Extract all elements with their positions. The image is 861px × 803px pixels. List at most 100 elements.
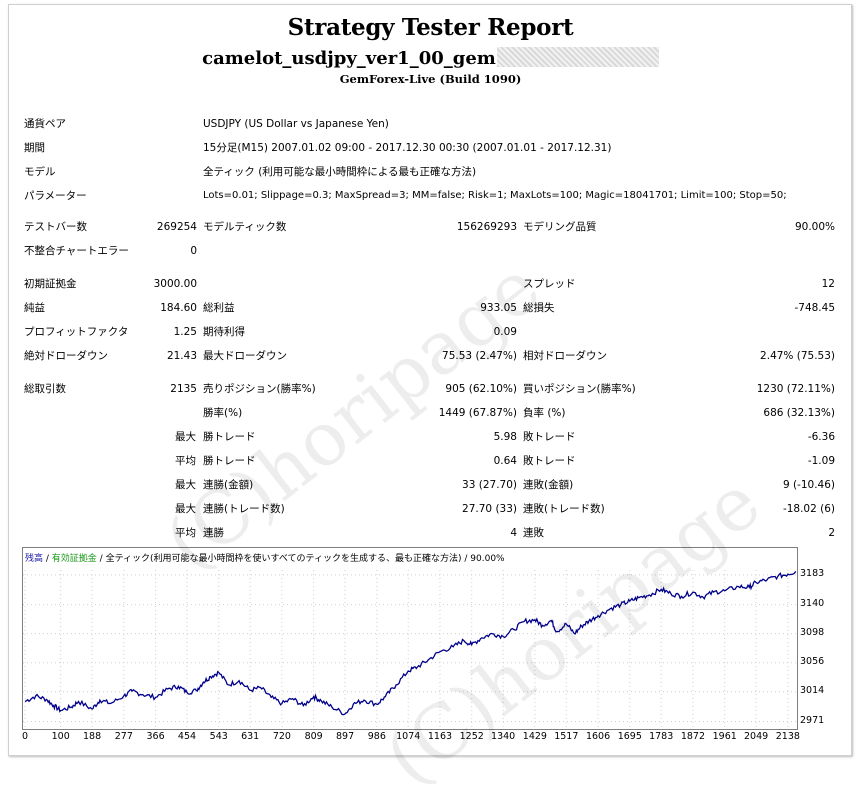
legend-separator: /	[43, 554, 52, 564]
stat-value: 1.25	[173, 326, 197, 338]
x-tick-label: 1340	[491, 731, 516, 742]
info-label: モデル	[24, 166, 56, 178]
stat-prefix: 最大	[175, 431, 196, 443]
stat-value: 0.09	[493, 326, 517, 338]
stat-value: -18.02 (6)	[782, 503, 835, 515]
chart-legend: 残高 / 有効証拠金 / 全ティック(利用可能な最小時間枠を使いすべてのティック…	[25, 551, 505, 564]
x-tick-label: 1961	[712, 731, 737, 742]
stat-label: 連勝(金額)	[203, 479, 254, 491]
stat-value: 5.98	[493, 431, 517, 443]
server-build: GemForex-Live (Build 1090)	[339, 72, 522, 86]
x-tick-label: 0	[21, 731, 29, 742]
stat-value: 905 (62.10%)	[445, 383, 517, 395]
stat-label: 負率 (%)	[523, 407, 566, 419]
stat-value: 2.47% (75.53)	[760, 350, 835, 362]
stat-label: テストバー数	[24, 221, 87, 233]
stat-value: 4	[510, 527, 517, 539]
stat-label: 連敗(トレード数)	[523, 503, 605, 515]
stat-label: 敗トレード	[523, 431, 576, 443]
x-tick-label: 986	[367, 731, 386, 742]
x-tick-label: 1872	[680, 731, 706, 742]
x-tick-label: 1074	[396, 731, 421, 742]
stat-value: 1230 (72.11%)	[756, 383, 835, 395]
x-tick-label: 100	[51, 731, 70, 742]
x-tick-label: 1606	[585, 731, 611, 742]
x-tick-label: 1163	[427, 731, 453, 742]
stat-value: -1.09	[807, 455, 835, 467]
stat-label: 最大ドローダウン	[203, 350, 287, 362]
stat-label: 絶対ドローダウン	[24, 350, 108, 362]
stat-value: 75.53 (2.47%)	[442, 350, 517, 362]
stat-label: 総取引数	[24, 383, 66, 395]
balance-chart-svg	[23, 570, 797, 729]
balance-series-line	[24, 571, 797, 716]
y-tick-label: 3183	[800, 567, 825, 579]
info-value: 15分足(M15) 2007.01.02 09:00 - 2017.12.30 …	[203, 142, 612, 154]
legend-quality: / 90.00%	[461, 554, 505, 564]
stat-value: 0	[190, 245, 197, 257]
legend-balance: 残高	[25, 554, 44, 564]
x-tick-label: 277	[114, 731, 133, 742]
stat-prefix: 平均	[175, 455, 196, 467]
stat-value: 269254	[156, 221, 197, 233]
y-tick-label: 2971	[800, 714, 825, 726]
stat-value: 1449 (67.87%)	[438, 407, 517, 419]
x-tick-label: 809	[304, 731, 323, 742]
x-tick-label: 454	[177, 731, 197, 742]
stat-value: 0.64	[493, 455, 517, 467]
stat-label: モデリング品質	[523, 221, 597, 233]
stat-value: 2135	[170, 383, 197, 395]
x-tick-label: 2138	[775, 731, 800, 742]
stat-label: 連敗(金額)	[523, 479, 574, 491]
stat-label: プロフィットファクタ	[24, 326, 129, 338]
y-tick-label: 3056	[800, 655, 825, 667]
stat-label: スプレッド	[523, 278, 576, 290]
y-tick-label: 3014	[800, 684, 825, 696]
info-value: USDJPY (US Dollar vs Japanese Yen)	[203, 118, 389, 130]
info-label: パラメーター	[24, 190, 87, 202]
stat-label: 総利益	[203, 302, 235, 314]
ea-name: camelot_usdjpy_ver1_00_gem	[0, 47, 861, 69]
stat-prefix: 最大	[175, 503, 196, 515]
legend-model: 全ティック(利用可能な最小時間枠を使いすべてのティックを生成する、最も正確な方法…	[105, 554, 462, 564]
x-tick-label: 543	[209, 731, 228, 742]
stat-label: 純益	[24, 302, 45, 314]
x-tick-label: 631	[241, 731, 260, 742]
x-tick-label: 720	[272, 731, 291, 742]
x-tick-label: 1252	[459, 731, 484, 742]
redacted-block	[496, 47, 659, 67]
x-tick-label: 1695	[617, 731, 642, 742]
stat-label: 連勝(トレード数)	[203, 503, 285, 515]
stat-value: 3000.00	[153, 278, 197, 290]
stat-value: 12	[821, 278, 835, 290]
stat-value: -748.45	[794, 302, 835, 314]
stat-value: 9 (-10.46)	[782, 479, 835, 491]
stat-label: 連勝	[203, 527, 224, 539]
stat-label: 不整合チャートエラー	[24, 245, 129, 257]
stat-label: 期待利得	[203, 326, 245, 338]
stat-prefix: 平均	[175, 527, 196, 539]
stat-value: 2	[828, 527, 835, 539]
stat-label: 勝トレード	[203, 431, 256, 443]
balance-chart	[22, 547, 798, 730]
x-tick-label: 2049	[744, 731, 769, 742]
x-tick-label: 897	[335, 731, 355, 742]
x-tick-label: 188	[83, 731, 102, 742]
stat-value: -6.36	[807, 431, 835, 443]
stat-label: 敗トレード	[523, 455, 576, 467]
stat-label: 連敗	[523, 527, 544, 539]
info-value: 全ティック (利用可能な最小時間枠による最も正確な方法)	[203, 166, 477, 178]
info-label: 通貨ペア	[24, 118, 66, 130]
stat-value: 27.70 (33)	[462, 503, 517, 515]
stat-value: 933.05	[480, 302, 517, 314]
stat-prefix: 最大	[175, 479, 196, 491]
stat-label: モデルティック数	[203, 221, 287, 233]
stat-label: 勝率(%)	[203, 407, 243, 419]
stat-label: 相対ドローダウン	[523, 350, 607, 362]
report-title: Strategy Tester Report	[287, 14, 574, 41]
x-tick-label: 366	[146, 731, 165, 742]
stat-label: 勝トレード	[203, 455, 256, 467]
stat-label: 総損失	[523, 302, 555, 314]
stat-value: 33 (27.70)	[462, 479, 517, 491]
legend-equity: 有効証拠金	[51, 554, 97, 564]
